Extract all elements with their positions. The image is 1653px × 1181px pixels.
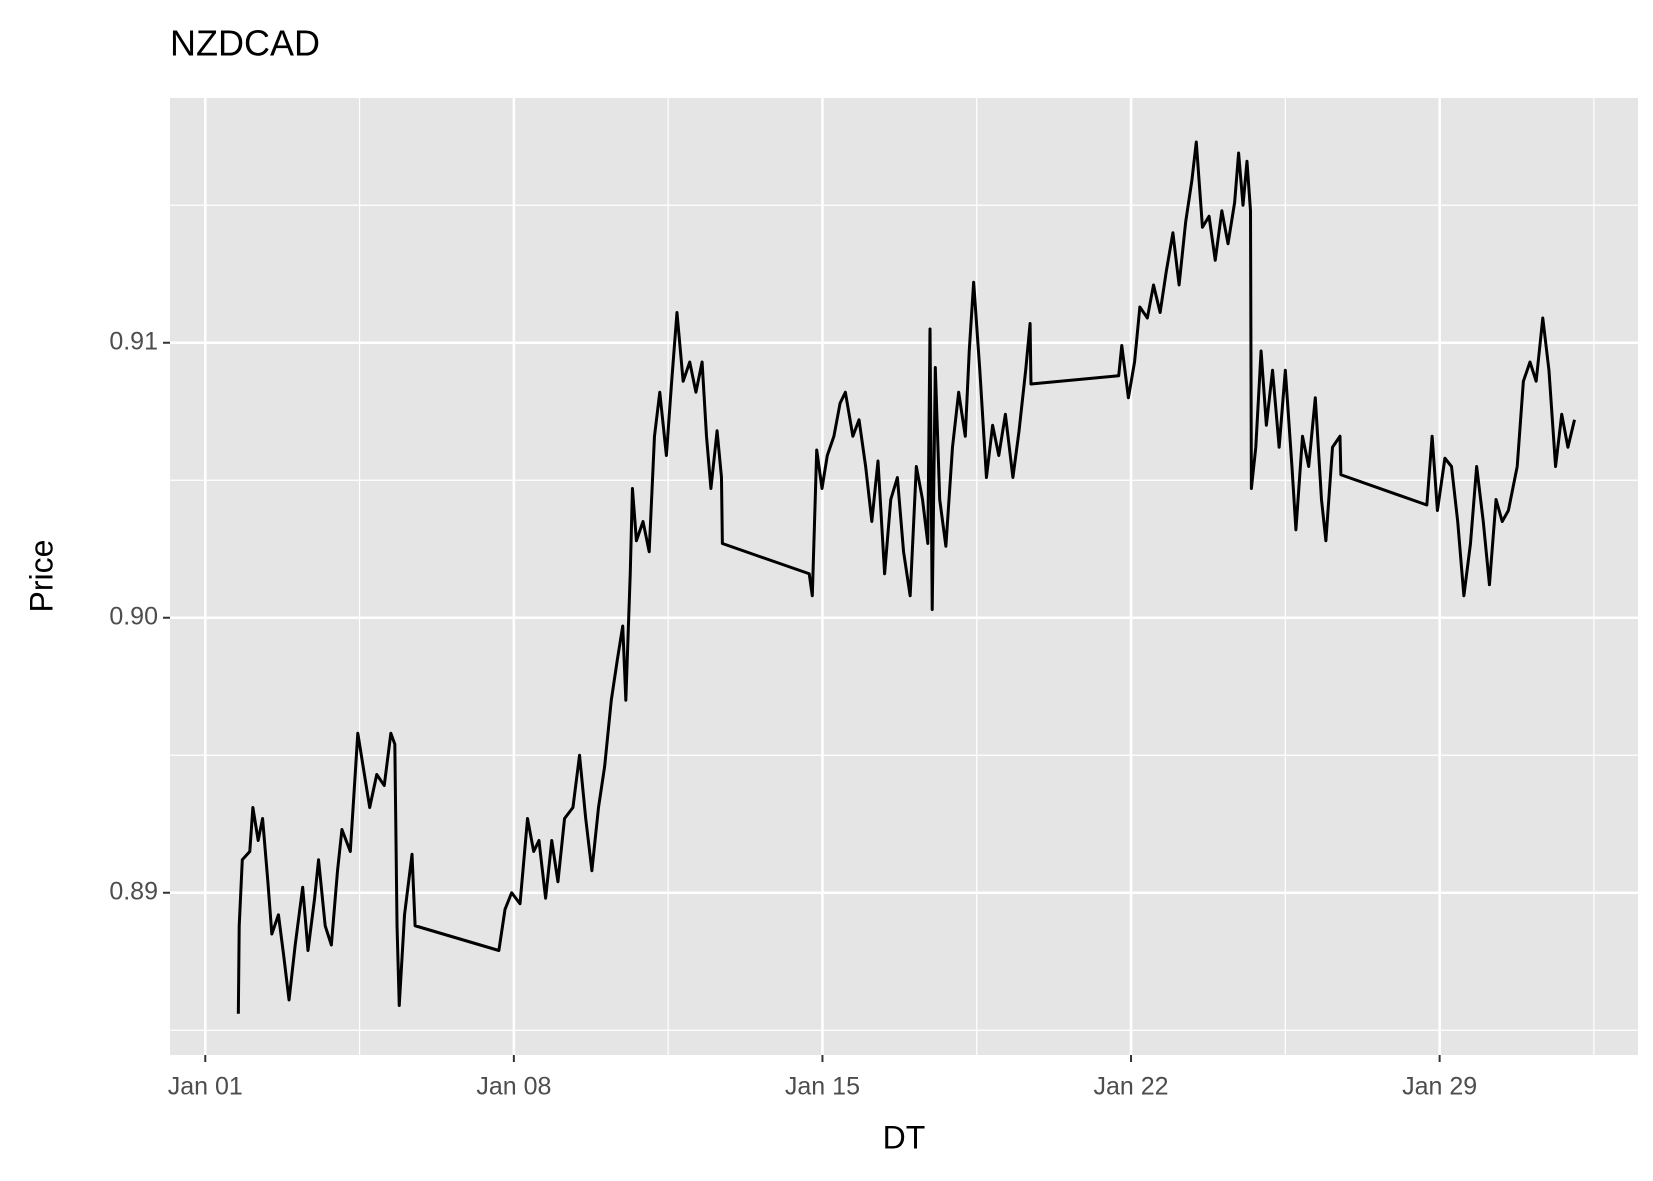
chart-title: NZDCAD [170,23,320,64]
y-tick-label: 0.89 [109,877,158,905]
x-tick-label: Jan 15 [785,1073,860,1101]
y-axis-title: Price [23,540,59,613]
y-tick-label: 0.91 [109,327,158,355]
x-axis-title: DT [883,1119,926,1155]
x-tick-label: Jan 01 [168,1073,243,1101]
y-tick-label: 0.90 [109,602,158,630]
x-tick-label: Jan 08 [476,1073,551,1101]
plot-panel [170,98,1638,1055]
x-tick-label: Jan 22 [1094,1073,1169,1101]
x-tick-label: Jan 29 [1402,1073,1477,1101]
price-line [236,140,1576,1014]
